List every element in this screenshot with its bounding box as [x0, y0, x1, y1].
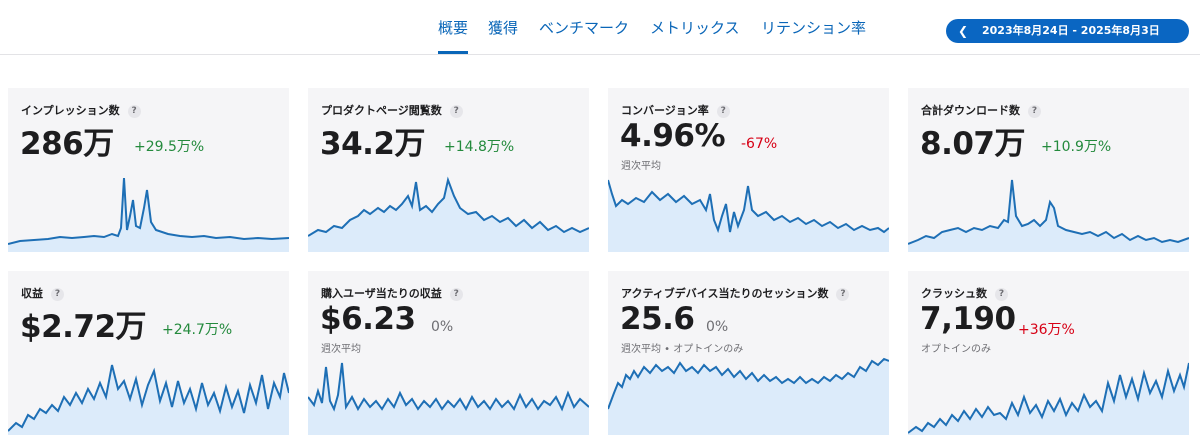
metric-change: +29.5万%	[134, 139, 205, 155]
sparkline-chart	[308, 176, 589, 252]
sparkline-area	[308, 363, 589, 435]
metric-value: 4.96%	[620, 118, 726, 154]
tab-benchmarks[interactable]: ベンチマーク	[539, 19, 630, 37]
metric-value: 8.07万	[920, 126, 1026, 162]
card-title: プロダクトページ閲覧数?	[321, 102, 463, 118]
metric-change: +36万%	[1018, 322, 1075, 338]
metric-subtitle: 週次平均	[621, 161, 661, 172]
help-icon[interactable]: ?	[995, 288, 1008, 301]
help-icon[interactable]: ?	[836, 288, 850, 301]
metric-subtitle: オプトインのみ	[921, 344, 991, 355]
card-title-text: コンバージョン率	[621, 104, 709, 117]
tab-overview[interactable]: 概要	[438, 19, 469, 37]
sparkline-line	[608, 357, 889, 410]
card-title: 購入ユーザ当たりの収益?	[321, 285, 463, 301]
card-impressions[interactable]: インプレッション数? 286万 +29.5万%	[8, 88, 289, 252]
sparkline-chart	[8, 364, 289, 435]
help-icon[interactable]: ?	[127, 105, 141, 118]
card-title: アクティブデバイス当たりのセッション数?	[621, 285, 850, 301]
metric-change: +14.8万%	[444, 139, 515, 155]
card-title: インプレッション数?	[21, 102, 141, 118]
sparkline-line	[608, 179, 889, 234]
metric-change: -67%	[741, 136, 778, 152]
sparkline-area	[608, 180, 889, 252]
sparkline-area	[8, 178, 289, 252]
help-icon[interactable]: ?	[51, 288, 64, 301]
sparkline-line	[908, 362, 1189, 434]
sparkline-chart	[908, 179, 1189, 252]
sparkline-chart	[908, 362, 1189, 435]
card-total-downloads[interactable]: 合計ダウンロード数? 8.07万 +10.9万%	[908, 88, 1189, 252]
card-product-page-views[interactable]: プロダクトページ閲覧数? 34.2万 +14.8万%	[308, 88, 589, 252]
card-title-text: 購入ユーザ当たりの収益	[321, 287, 442, 300]
card-title-text: インプレッション数	[21, 104, 120, 117]
sparkline-line	[908, 179, 1189, 245]
card-crashes[interactable]: クラッシュ数? 7,190 +36万% オプトインのみ	[908, 271, 1189, 435]
sparkline-chart	[608, 357, 889, 435]
metric-value: $2.72万	[20, 309, 147, 345]
tab-metrics[interactable]: メトリックス	[650, 19, 740, 37]
sparkline-chart	[8, 177, 289, 252]
sparkline-area	[308, 180, 589, 252]
help-icon[interactable]: ?	[716, 105, 730, 118]
card-title: 合計ダウンロード数?	[921, 102, 1041, 118]
metric-change: +10.9万%	[1041, 139, 1112, 155]
sparkline-area	[908, 363, 1189, 435]
metric-value: $6.23	[320, 301, 416, 337]
card-conversion-rate[interactable]: コンバージョン率? 4.96% -67% 週次平均	[608, 88, 889, 252]
sparkline-area	[908, 180, 1189, 252]
help-icon[interactable]: ?	[1028, 105, 1041, 118]
metric-value: 286万	[20, 126, 114, 162]
card-title-text: プロダクトページ閲覧数	[321, 104, 442, 117]
metric-value: 25.6	[620, 301, 695, 337]
sparkline-chart	[308, 362, 589, 435]
metric-value: 7,190	[920, 301, 1016, 337]
card-title: クラッシュ数?	[921, 285, 1008, 301]
card-title-text: 収益	[21, 287, 43, 300]
sparkline-line	[8, 177, 289, 245]
tab-retention[interactable]: リテンション率	[761, 19, 867, 37]
card-title-text: 合計ダウンロード数	[921, 104, 1020, 117]
tab-acquisition[interactable]: 獲得	[488, 19, 519, 37]
card-title: 収益?	[21, 285, 64, 301]
sparkline-area	[8, 365, 289, 435]
help-icon[interactable]: ?	[449, 105, 463, 118]
metric-change: 0%	[431, 319, 454, 335]
metric-change: 0%	[706, 319, 729, 335]
metric-subtitle: 週次平均 • オプトインのみ	[621, 344, 744, 355]
card-title: コンバージョン率?	[621, 102, 730, 118]
date-range-label: 2023年8月24日 - 2025年8月3日	[982, 24, 1160, 37]
metric-change: +24.7万%	[162, 322, 233, 338]
active-tab-indicator	[438, 51, 468, 54]
sparkline-line	[8, 364, 289, 432]
metric-subtitle: 週次平均	[321, 344, 361, 355]
sparkline-chart	[608, 179, 889, 252]
sparkline-line	[308, 176, 589, 237]
date-range-button[interactable]: ❮ 2023年8月24日 - 2025年8月3日	[946, 19, 1189, 43]
card-title-text: アクティブデバイス当たりのセッション数	[621, 287, 829, 300]
metric-value: 34.2万	[320, 126, 426, 162]
card-revenue[interactable]: 収益? $2.72万 +24.7万%	[8, 271, 289, 435]
card-title-text: クラッシュ数	[921, 287, 987, 300]
card-sessions-per-active-device[interactable]: アクティブデバイス当たりのセッション数? 25.6 0% 週次平均 • オプトイ…	[608, 271, 889, 435]
card-revenue-per-paying-user[interactable]: 購入ユーザ当たりの収益? $6.23 0% 週次平均	[308, 271, 589, 435]
sparkline-line	[308, 362, 589, 412]
chevron-left-icon[interactable]: ❮	[957, 24, 969, 38]
top-navigation: 概要 獲得 ベンチマーク メトリックス リテンション率 ❮ 2023年8月24日…	[0, 0, 1200, 55]
sparkline-area	[608, 359, 889, 435]
help-icon[interactable]: ?	[449, 288, 463, 301]
